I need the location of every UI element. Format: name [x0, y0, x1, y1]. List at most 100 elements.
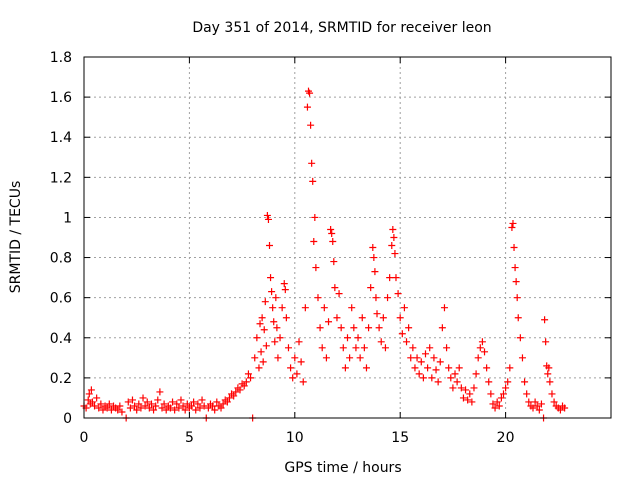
data-point: [85, 390, 93, 398]
data-point: [546, 378, 554, 386]
data-point: [470, 384, 478, 392]
data-point: [392, 274, 400, 282]
data-point: [219, 400, 227, 408]
data-point: [337, 324, 345, 332]
y-tick-label: 1.8: [50, 50, 72, 66]
data-point: [266, 242, 274, 250]
data-point: [190, 398, 198, 406]
data-point: [417, 358, 425, 366]
x-tick-label: 15: [391, 430, 409, 446]
data-point: [523, 390, 531, 398]
data-point: [541, 316, 549, 324]
data-point: [251, 354, 259, 362]
data-point: [284, 344, 292, 352]
data-point: [131, 402, 139, 410]
data-point: [173, 400, 181, 408]
data-point: [311, 213, 319, 221]
data-point: [183, 400, 191, 408]
data-point: [389, 225, 397, 233]
data-point: [360, 344, 368, 352]
data-point: [95, 404, 103, 412]
data-point: [271, 338, 279, 346]
x-tick-label: 5: [185, 430, 194, 446]
data-point: [225, 394, 233, 402]
data-point: [278, 304, 286, 312]
data-point: [93, 394, 101, 402]
data-point: [91, 402, 99, 410]
data-point: [561, 404, 569, 412]
y-tick-label: 1.2: [50, 170, 72, 186]
data-point: [478, 338, 486, 346]
data-point: [341, 364, 349, 372]
x-axis-ticks: 0 5 10 15 20: [80, 57, 515, 446]
data-point: [196, 404, 204, 412]
data-point: [449, 384, 457, 392]
data-point: [388, 242, 396, 250]
data-point: [166, 404, 174, 412]
data-point: [217, 404, 225, 412]
data-point: [379, 314, 387, 322]
data-point: [293, 370, 301, 378]
data-point: [280, 280, 288, 288]
data-point: [97, 400, 105, 408]
data-point: [504, 378, 512, 386]
data-point: [373, 310, 381, 318]
data-point: [513, 294, 521, 302]
data-point: [328, 229, 336, 237]
data-point: [424, 364, 432, 372]
data-point: [339, 344, 347, 352]
data-point: [253, 334, 261, 342]
data-point: [432, 366, 440, 374]
data-point: [544, 370, 552, 378]
data-point: [367, 284, 375, 292]
data-point: [88, 398, 96, 406]
data-point: [394, 290, 402, 298]
data-point: [372, 294, 380, 302]
data-marks: [80, 87, 569, 422]
data-point: [386, 274, 394, 282]
data-point: [419, 374, 427, 382]
data-point: [192, 406, 200, 414]
data-point: [344, 334, 351, 342]
data-point: [495, 402, 503, 410]
data-point: [139, 394, 147, 402]
data-point: [438, 324, 446, 332]
data-point: [175, 404, 183, 412]
data-point: [272, 294, 280, 302]
y-axis-ticks: 0 0.2 0.4 0.6 0.8 1 1.2 1.4 1.6 1.8: [50, 50, 611, 427]
data-point: [307, 121, 315, 129]
data-point: [459, 394, 467, 402]
plot-frame: [83, 56, 612, 419]
data-point: [270, 318, 278, 326]
data-point: [289, 374, 297, 382]
data-point: [171, 406, 179, 414]
data-point: [396, 314, 404, 322]
data-point: [264, 215, 272, 223]
data-point: [400, 304, 408, 312]
y-tick-label: 0.2: [50, 371, 72, 387]
data-point: [428, 374, 436, 382]
data-point: [158, 404, 166, 412]
data-point: [411, 364, 419, 372]
data-point: [268, 288, 276, 296]
data-point: [443, 344, 451, 352]
data-point: [476, 344, 484, 352]
data-point: [521, 378, 529, 386]
data-point: [493, 398, 501, 406]
data-point: [267, 274, 275, 282]
x-tick-label: 0: [80, 430, 89, 446]
data-point: [154, 396, 162, 404]
data-point: [303, 103, 311, 111]
data-point: [529, 404, 537, 412]
data-point: [407, 354, 415, 362]
chart-title: Day 351 of 2014, SRMTID for receiver leo…: [192, 20, 491, 36]
data-point: [209, 402, 217, 410]
data-point: [181, 406, 189, 414]
data-point: [390, 234, 398, 241]
data-point: [509, 219, 517, 227]
y-tick-label: 0.4: [50, 331, 72, 347]
data-point: [116, 402, 124, 410]
data-point: [489, 400, 497, 408]
data-point: [537, 400, 545, 408]
data-point: [348, 304, 356, 312]
